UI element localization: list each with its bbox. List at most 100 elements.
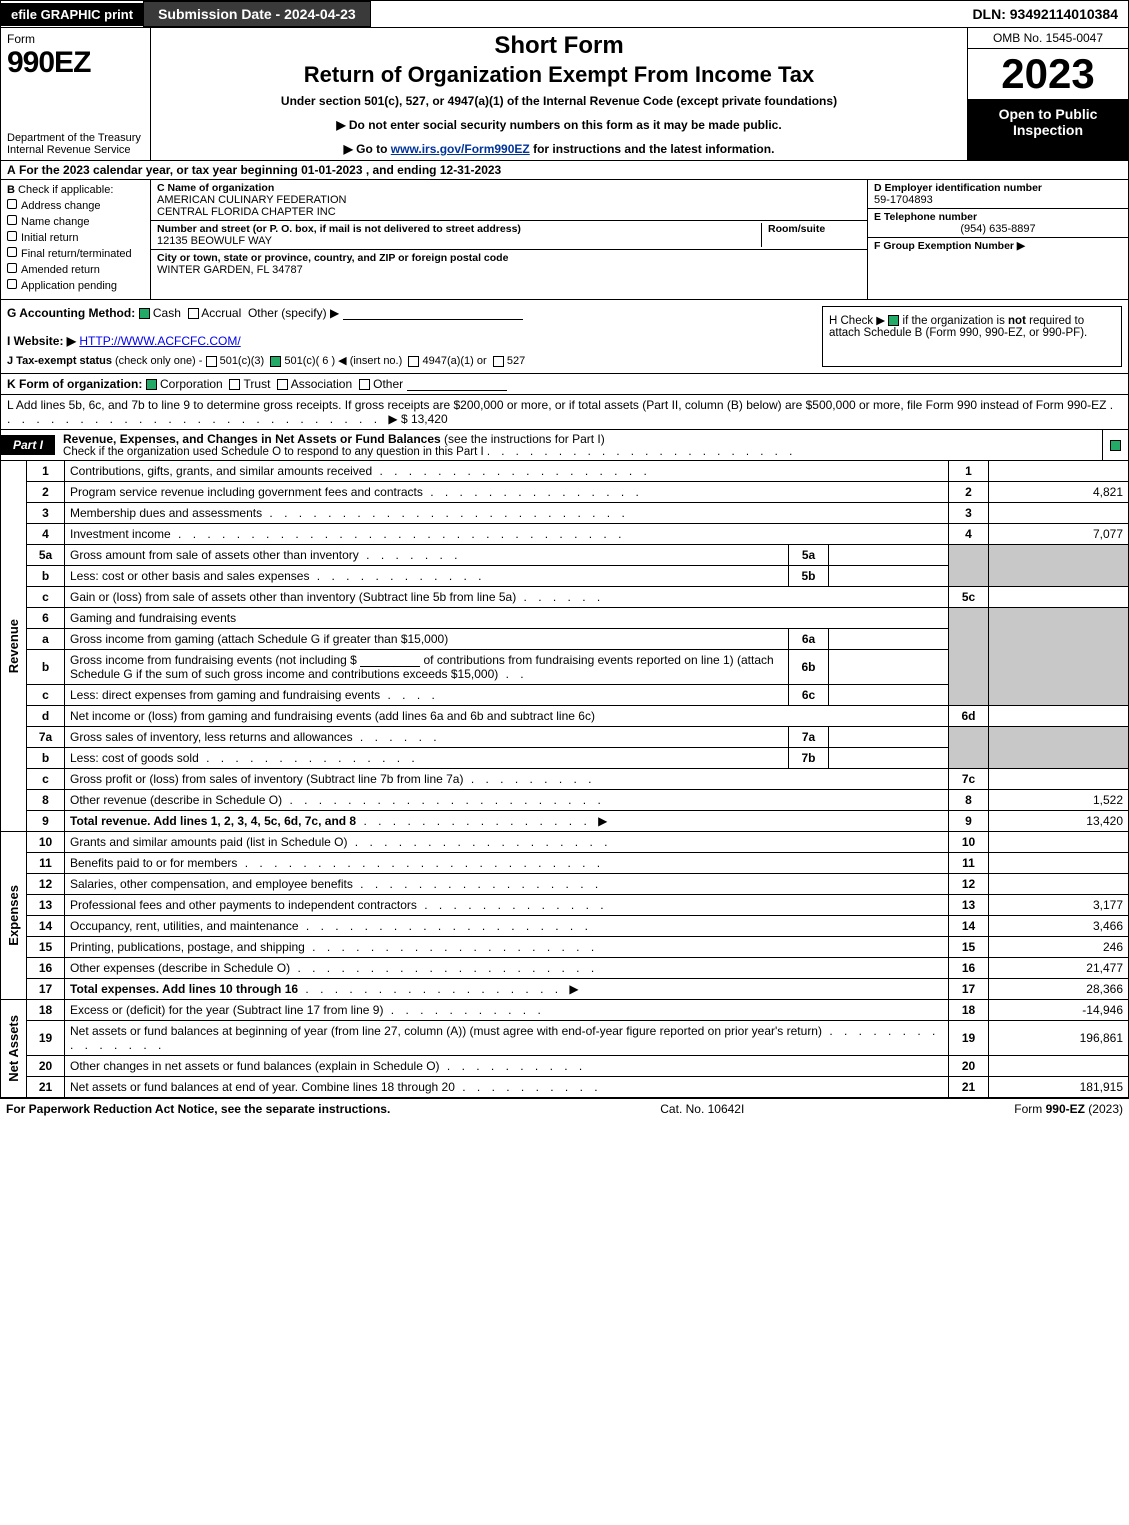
desc-text: Less: cost of goods sold: [70, 751, 199, 765]
row-l-amount: ▶ $ 13,420: [388, 412, 447, 426]
subnum: 7b: [789, 748, 829, 769]
row-a: A For the 2023 calendar year, or tax yea…: [0, 161, 1129, 180]
line-num: 16: [27, 958, 65, 979]
row-j: J Tax-exempt status (check only one) - 5…: [7, 354, 802, 367]
line-value: [989, 769, 1129, 790]
ein-cell: D Employer identification number 59-1704…: [868, 180, 1128, 209]
irs-link[interactable]: www.irs.gov/Form990EZ: [391, 142, 530, 156]
desc-text: Grants and similar amounts paid (list in…: [70, 835, 347, 849]
phone-value: (954) 635-8897: [874, 223, 1122, 235]
line-value: [989, 587, 1129, 608]
chk-trust[interactable]: [229, 379, 240, 390]
chk-527[interactable]: [493, 356, 504, 367]
row-j-label: J Tax-exempt status: [7, 355, 112, 367]
box-b-label: B: [7, 184, 15, 196]
ein-value: 59-1704893: [874, 194, 1122, 206]
chk-other-org[interactable]: [359, 379, 370, 390]
form-header-left: Form 990EZ Department of the Treasury In…: [1, 28, 151, 160]
line-num: 12: [27, 874, 65, 895]
desc-text: Gross sales of inventory, less returns a…: [70, 730, 353, 744]
desc-text: Less: direct expenses from gaming and fu…: [70, 688, 380, 702]
contrib-amount-field[interactable]: [360, 653, 420, 667]
chk-name-change[interactable]: Name change: [7, 215, 144, 228]
line-value: 21,477: [989, 958, 1129, 979]
website-link[interactable]: HTTP://WWW.ACFCFC.COM/: [79, 334, 240, 348]
revenue-side: Revenue: [1, 461, 27, 832]
desc-text: Gaming and fundraising events: [70, 611, 236, 625]
desc-text: Salaries, other compensation, and employ…: [70, 877, 353, 891]
city-cell: City or town, state or province, country…: [151, 250, 867, 278]
checkbox-icon: [7, 199, 17, 209]
chk-final-return[interactable]: Final return/terminated: [7, 247, 144, 260]
line-value: [989, 853, 1129, 874]
subval: [829, 685, 949, 706]
line-17: 17 Total expenses. Add lines 10 through …: [1, 979, 1129, 1000]
row-gh: G Accounting Method: Cash Accrual Other …: [0, 300, 1129, 374]
netassets-side: Net Assets: [1, 1000, 27, 1098]
subnum: 6b: [789, 650, 829, 685]
line-num: 17: [27, 979, 65, 1000]
line-3: 3 Membership dues and assessments . . . …: [1, 503, 1129, 524]
chk-association[interactable]: [277, 379, 288, 390]
chk-label: Address change: [21, 200, 101, 212]
chk-schedule-b[interactable]: [888, 315, 899, 326]
desc-text: Net assets or fund balances at beginning…: [70, 1024, 822, 1038]
chk-4947[interactable]: [408, 356, 419, 367]
line-num: 1: [27, 461, 65, 482]
chk-501c3[interactable]: [206, 356, 217, 367]
other-specify-field[interactable]: [343, 306, 523, 320]
opt-527: 527: [507, 355, 525, 367]
line-value: [989, 503, 1129, 524]
chk-amended-return[interactable]: Amended return: [7, 263, 144, 276]
chk-accrual[interactable]: [188, 308, 199, 319]
other-org-field[interactable]: [407, 377, 507, 391]
expenses-label: Expenses: [6, 885, 21, 946]
line-12: 12 Salaries, other compensation, and emp…: [1, 874, 1129, 895]
line-num: b: [27, 566, 65, 587]
chk-cash[interactable]: [139, 308, 150, 319]
line-rnum: 6d: [949, 706, 989, 727]
line-value: 196,861: [989, 1021, 1129, 1056]
line-16: 16 Other expenses (describe in Schedule …: [1, 958, 1129, 979]
part-1-checkbox[interactable]: [1102, 430, 1128, 460]
line-rnum: 3: [949, 503, 989, 524]
line-num: 9: [27, 811, 65, 832]
chk-corporation[interactable]: [146, 379, 157, 390]
efile-print-button[interactable]: efile GRAPHIC print: [1, 3, 143, 26]
opt-other: Other: [373, 377, 403, 391]
chk-initial-return[interactable]: Initial return: [7, 231, 144, 244]
subval: [829, 748, 949, 769]
part-1-header: Part I Revenue, Expenses, and Changes in…: [0, 430, 1129, 461]
city-value: WINTER GARDEN, FL 34787: [157, 264, 861, 276]
chk-address-change[interactable]: Address change: [7, 199, 144, 212]
line-num: 4: [27, 524, 65, 545]
chk-application-pending[interactable]: Application pending: [7, 279, 144, 292]
chk-label: Initial return: [21, 232, 78, 244]
line-rnum: 21: [949, 1077, 989, 1098]
line-rnum: 2: [949, 482, 989, 503]
desc-text: Occupancy, rent, utilities, and maintena…: [70, 919, 299, 933]
form-header-right: OMB No. 1545-0047 2023 Open to Public In…: [968, 28, 1128, 160]
chk-501c[interactable]: [270, 356, 281, 367]
desc-text: Less: cost or other basis and sales expe…: [70, 569, 309, 583]
street-cell: Number and street (or P. O. box, if mail…: [151, 221, 867, 250]
group-exempt-cell: F Group Exemption Number ▶: [868, 238, 1128, 299]
line-rnum: 8: [949, 790, 989, 811]
part-1-tab: Part I: [1, 435, 55, 455]
line-num: 10: [27, 832, 65, 853]
subnum: 5b: [789, 566, 829, 587]
ein-hdr: D Employer identification number: [874, 182, 1122, 194]
desc-text: Gross amount from sale of assets other t…: [70, 548, 359, 562]
line-value: [989, 832, 1129, 853]
submission-date-button[interactable]: Submission Date - 2024-04-23: [143, 1, 371, 27]
col-b: B Check if applicable: Address change Na…: [1, 180, 151, 299]
line-num: b: [27, 748, 65, 769]
line-value: [989, 1056, 1129, 1077]
col-def: D Employer identification number 59-1704…: [868, 180, 1128, 299]
cash-label: Cash: [153, 306, 181, 320]
form-subtitle: Under section 501(c), 527, or 4947(a)(1)…: [159, 94, 959, 108]
dln-label: DLN: 93492114010384: [962, 2, 1128, 26]
org-name-1: AMERICAN CULINARY FEDERATION: [157, 194, 861, 206]
line-20: 20 Other changes in net assets or fund b…: [1, 1056, 1129, 1077]
row-l: L Add lines 5b, 6c, and 7b to line 9 to …: [0, 395, 1129, 430]
